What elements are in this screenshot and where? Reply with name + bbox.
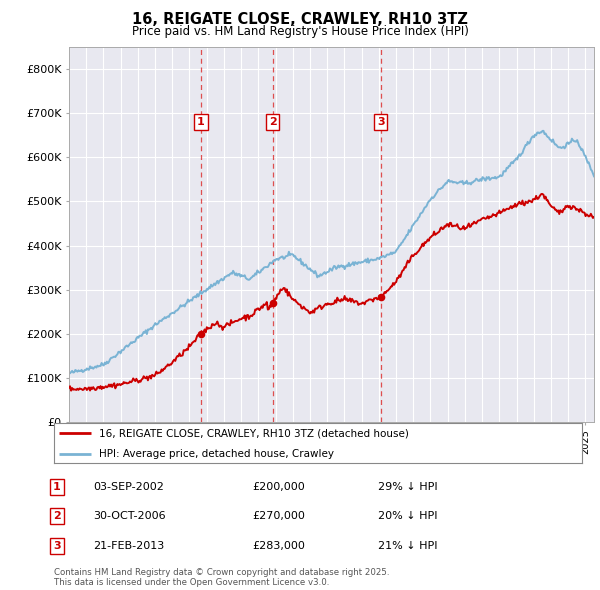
Text: 21% ↓ HPI: 21% ↓ HPI (378, 541, 437, 550)
Text: 03-SEP-2002: 03-SEP-2002 (93, 482, 164, 491)
Text: Price paid vs. HM Land Registry's House Price Index (HPI): Price paid vs. HM Land Registry's House … (131, 25, 469, 38)
Text: 16, REIGATE CLOSE, CRAWLEY, RH10 3TZ: 16, REIGATE CLOSE, CRAWLEY, RH10 3TZ (132, 12, 468, 27)
Text: 29% ↓ HPI: 29% ↓ HPI (378, 482, 437, 491)
Text: 20% ↓ HPI: 20% ↓ HPI (378, 512, 437, 521)
Text: 16, REIGATE CLOSE, CRAWLEY, RH10 3TZ (detached house): 16, REIGATE CLOSE, CRAWLEY, RH10 3TZ (de… (99, 428, 409, 438)
Text: 1: 1 (197, 117, 205, 127)
Text: 30-OCT-2006: 30-OCT-2006 (93, 512, 166, 521)
Text: £283,000: £283,000 (252, 541, 305, 550)
Text: Contains HM Land Registry data © Crown copyright and database right 2025.
This d: Contains HM Land Registry data © Crown c… (54, 568, 389, 587)
Text: 2: 2 (269, 117, 277, 127)
Text: £270,000: £270,000 (252, 512, 305, 521)
Text: 3: 3 (53, 541, 61, 550)
Text: 1: 1 (53, 482, 61, 491)
Text: 21-FEB-2013: 21-FEB-2013 (93, 541, 164, 550)
Text: 2: 2 (53, 512, 61, 521)
Text: 3: 3 (377, 117, 385, 127)
Text: HPI: Average price, detached house, Crawley: HPI: Average price, detached house, Craw… (99, 450, 334, 460)
Text: £200,000: £200,000 (252, 482, 305, 491)
